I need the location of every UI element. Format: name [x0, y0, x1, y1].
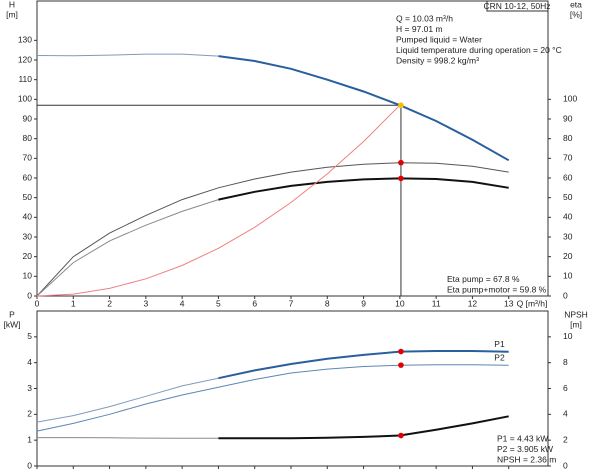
- y2-tick-label: 50: [563, 192, 573, 202]
- info-line: Pumped liquid = Water: [396, 34, 482, 44]
- curve: [36, 199, 219, 297]
- y-tick-label: 20: [23, 251, 33, 261]
- y-tick-label: 70: [23, 153, 33, 163]
- y2-axis-unit: [m]: [570, 319, 582, 329]
- y-tick-label: 130: [18, 35, 32, 45]
- plot-frame: [36, 0, 549, 297]
- y2-tick-label: 20: [563, 251, 573, 261]
- y2-tick-label: 80: [563, 133, 573, 143]
- x-tick-label: 9: [361, 298, 366, 308]
- y2-axis-title: NPSH: [564, 309, 588, 319]
- y-tick-label: 2: [27, 409, 32, 419]
- header-box: [486, 0, 549, 12]
- curve: [218, 177, 509, 201]
- note-line: Eta pump+motor = 59.8 %: [447, 284, 547, 294]
- operating-point: [398, 102, 404, 109]
- x-tick-label: 6: [252, 298, 257, 308]
- note-line: P1 = 4.43 kW: [497, 433, 548, 443]
- note-line: P2 = 3.905 kW: [497, 444, 553, 454]
- x-tick-label: 4: [180, 298, 185, 308]
- y2-tick-label: 2: [563, 434, 568, 444]
- y2-tick-label: 30: [563, 231, 573, 241]
- x-tick-label: 11: [432, 298, 441, 308]
- info-line: Q = 10.03 m³/h: [396, 13, 453, 23]
- y2-tick-label: 10: [563, 331, 573, 341]
- note-line: NPSH = 2.36 m: [497, 454, 556, 464]
- x-tick-label: 13: [504, 298, 514, 308]
- x-tick-label: 12: [468, 298, 478, 308]
- curve: [36, 162, 509, 297]
- curve: [37, 437, 219, 439]
- note-line: Eta pump = 67.8 %: [447, 274, 520, 284]
- operating-point: [398, 362, 404, 368]
- y2-tick-label: 8: [563, 357, 568, 367]
- x-tick-label: 8: [325, 298, 330, 308]
- y-tick-label: 0: [27, 460, 32, 470]
- curve: [36, 104, 401, 297]
- y2-axis-title: eta: [570, 0, 582, 9]
- y2-tick-label: 10: [563, 271, 573, 281]
- y-tick-label: 10: [23, 271, 33, 281]
- x-tick-label: 0: [35, 298, 40, 308]
- x-tick-label: 5: [216, 298, 221, 308]
- y-axis-title: P: [9, 309, 15, 319]
- y-tick-label: 1: [27, 434, 32, 444]
- y-tick-label: 50: [23, 192, 33, 202]
- y-tick-label: 40: [23, 212, 33, 222]
- operating-point: [398, 348, 404, 355]
- y-tick-label: 60: [23, 172, 33, 182]
- info-line: H = 97.01 m: [396, 24, 443, 34]
- y2-axis-unit: [%]: [570, 9, 582, 19]
- curve: [36, 377, 219, 423]
- y2-tick-label: 60: [563, 172, 573, 182]
- operating-point: [398, 159, 404, 166]
- y-tick-label: 30: [23, 231, 33, 241]
- y2-tick-label: 0: [563, 290, 568, 300]
- x-tick-label: 10: [395, 298, 405, 308]
- curve-label: P1: [494, 339, 505, 349]
- y2-tick-label: 90: [563, 113, 573, 123]
- y2-tick-label: 4: [563, 409, 568, 419]
- curve-label: P2: [494, 353, 505, 363]
- curve: [36, 364, 509, 432]
- y-tick-label: 3: [27, 383, 32, 393]
- y2-tick-label: 0: [563, 460, 568, 470]
- y-axis-unit: [kW]: [4, 319, 21, 329]
- y-tick-label: 4: [27, 357, 32, 367]
- y-tick-label: 5: [27, 331, 32, 341]
- x-tick-label: 7: [289, 298, 294, 308]
- y-tick-label: 90: [23, 113, 33, 123]
- y2-tick-label: 40: [563, 212, 573, 222]
- curve: [218, 350, 509, 380]
- x-axis-title: Q [m³/h]: [517, 298, 548, 308]
- y-tick-label: 80: [23, 133, 33, 143]
- info-line: Density = 998.2 kg/m³: [396, 55, 479, 65]
- x-tick-label: 1: [71, 298, 76, 308]
- y-tick-label: 120: [18, 54, 32, 64]
- y2-tick-label: 100: [563, 94, 577, 104]
- curve: [218, 415, 509, 440]
- info-line: Liquid temperature during operation = 20…: [396, 45, 562, 55]
- x-tick-label: 2: [107, 298, 112, 308]
- operating-point: [398, 175, 404, 182]
- curve: [36, 53, 219, 57]
- y-axis-unit: [m]: [6, 9, 18, 19]
- y2-tick-label: 6: [563, 383, 568, 393]
- y-tick-label: 110: [18, 74, 32, 84]
- curve: [218, 55, 510, 162]
- y-tick-label: 0: [27, 290, 32, 300]
- x-tick-label: 3: [143, 298, 148, 308]
- y-tick-label: 100: [18, 94, 32, 104]
- y2-tick-label: 70: [563, 153, 573, 163]
- operating-point: [398, 432, 404, 439]
- header: CRN 10-12, 50Hz: [483, 1, 550, 11]
- y-axis-title: H: [9, 0, 15, 9]
- plot-frame: [36, 310, 549, 467]
